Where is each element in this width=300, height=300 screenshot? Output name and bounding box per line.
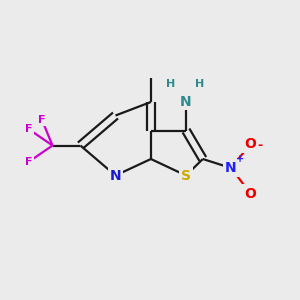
Text: N: N — [225, 161, 237, 175]
Text: N: N — [110, 169, 121, 182]
Text: F: F — [25, 157, 32, 167]
Text: S: S — [181, 169, 191, 182]
Text: O: O — [244, 137, 256, 151]
Text: -: - — [257, 139, 262, 152]
Text: H: H — [195, 79, 204, 89]
Text: N: N — [180, 95, 192, 109]
Text: H: H — [167, 79, 176, 89]
Text: F: F — [38, 115, 46, 125]
Text: F: F — [25, 124, 32, 134]
Text: +: + — [236, 154, 244, 164]
Text: O: O — [244, 187, 256, 200]
